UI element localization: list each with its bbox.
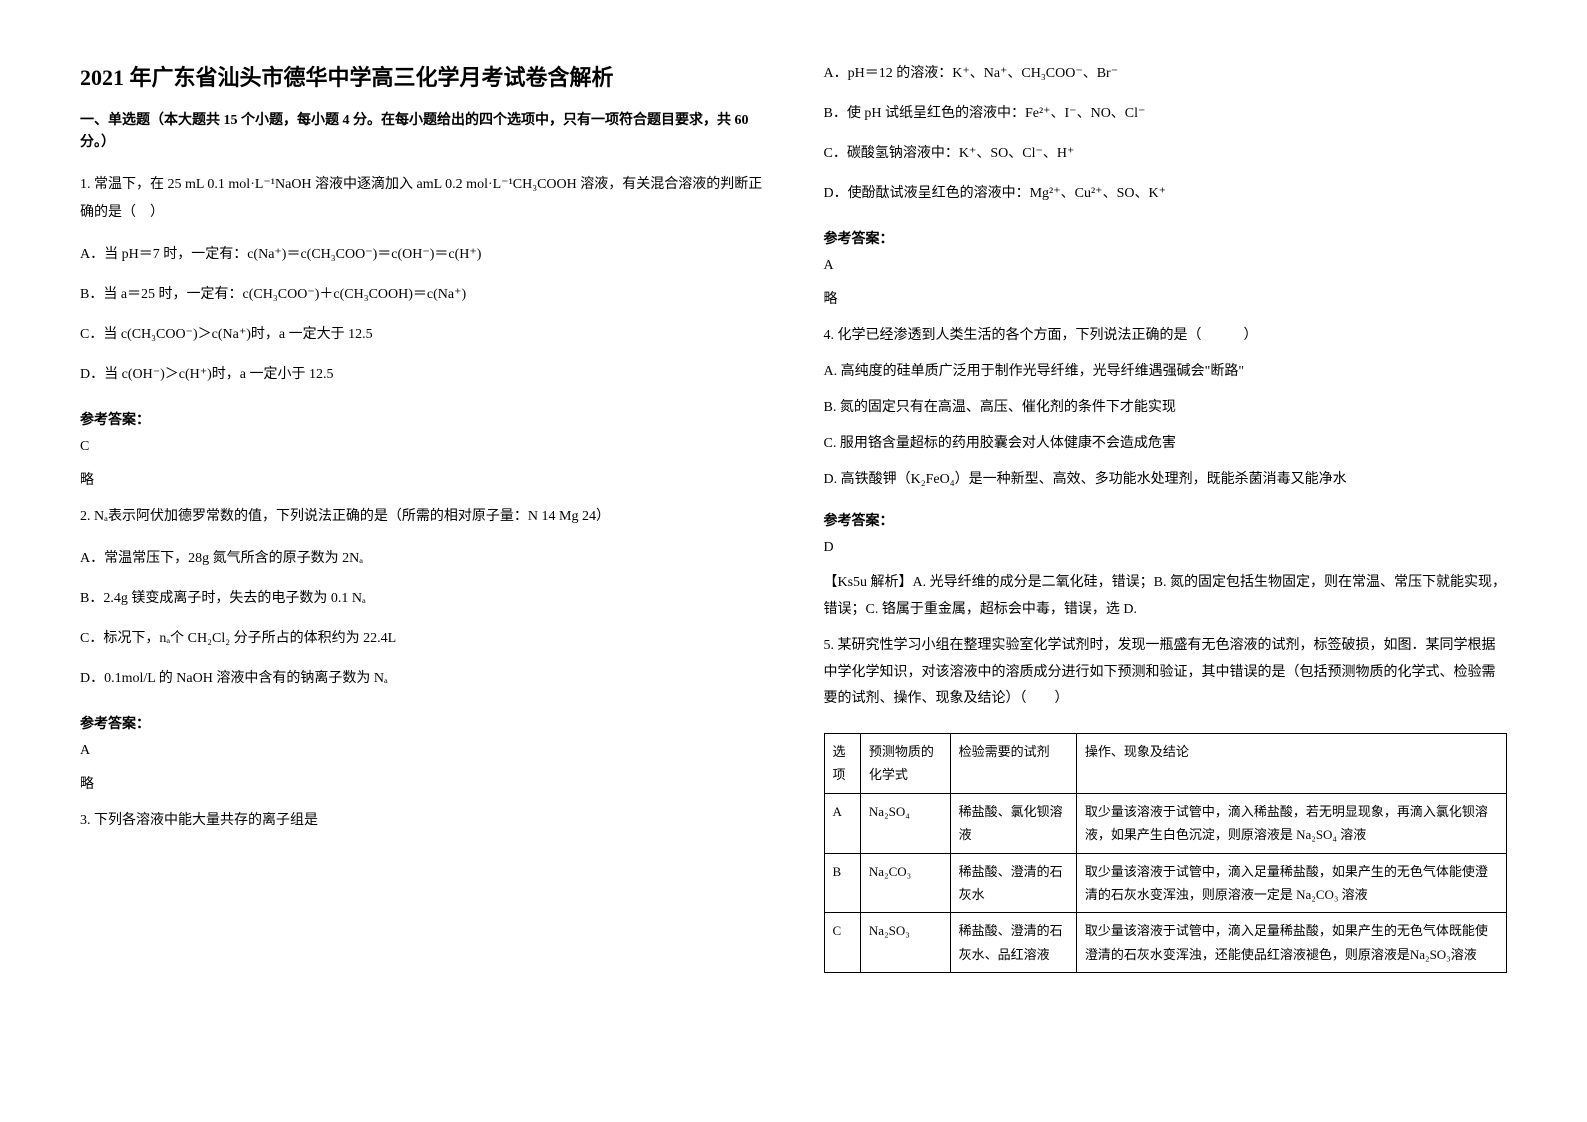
q2-answer: A	[80, 743, 764, 759]
table-header-opt: 选项	[824, 733, 860, 793]
table-cell-procedure: 取少量该溶液于试管中，滴入稀盐酸，若无明显现象，再滴入氯化钡溶液，如果产生白色沉…	[1076, 793, 1506, 853]
q3-option-a: A．pH＝12 的溶液：K⁺、Na⁺、CH₃COO⁻、Br⁻	[824, 60, 1508, 88]
q3-answer-label: 参考答案：	[824, 228, 1508, 248]
q1-option-d: D．当 c(OH⁻)＞c(H⁺)时，a 一定小于 12.5	[80, 361, 764, 389]
q2-option-d: D．0.1mol/L 的 NaOH 溶液中含有的钠离子数为 Nₐ	[80, 665, 764, 693]
table-cell-formula: Na₂SO₄	[860, 793, 950, 853]
q2-text: 2. Nₐ表示阿伏加德罗常数的值，下列说法正确的是（所需的相对原子量：N 14 …	[80, 503, 764, 531]
table-cell-reagent: 稀盐酸、澄清的石灰水	[950, 853, 1076, 913]
q1-option-a: A．当 pH＝7 时，一定有：c(Na⁺)＝c(CH₃COO⁻)＝c(OH⁻)＝…	[80, 241, 764, 269]
q4-explanation: 【Ks5u 解析】A. 光导纤维的成分是二氧化硅，错误；B. 氮的固定包括生物固…	[824, 570, 1508, 623]
q4-option-a: A. 高纯度的硅单质广泛用于制作光导纤维，光导纤维遇强碱会"断路"	[824, 358, 1508, 386]
table-cell-opt: B	[824, 853, 860, 913]
q1-answer: C	[80, 439, 764, 455]
q4-answer: D	[824, 540, 1508, 556]
table-cell-reagent: 稀盐酸、澄清的石灰水、品红溶液	[950, 913, 1076, 973]
q3-option-c: C．碳酸氢钠溶液中：K⁺、SO、Cl⁻、H⁺	[824, 140, 1508, 168]
q2-answer-label: 参考答案：	[80, 713, 764, 733]
q3-option-b: B．使 pH 试纸呈红色的溶液中：Fe²⁺、I⁻、NO、Cl⁻	[824, 100, 1508, 128]
q2-option-a: A．常温常压下，28g 氮气所含的原子数为 2Nₐ	[80, 545, 764, 573]
q2-note: 略	[80, 773, 764, 793]
q3-text: 3. 下列各溶液中能大量共存的离子组是	[80, 807, 764, 835]
q3-answer: A	[824, 258, 1508, 274]
table-cell-formula: Na₂CO₃	[860, 853, 950, 913]
q1-text: 1. 常温下，在 25 mL 0.1 mol·L⁻¹NaOH 溶液中逐滴加入 a…	[80, 171, 764, 227]
q4-option-b: B. 氮的固定只有在高温、高压、催化剂的条件下才能实现	[824, 394, 1508, 422]
table-header-reagent: 检验需要的试剂	[950, 733, 1076, 793]
section-header: 一、单选题（本大题共 15 个小题，每小题 4 分。在每小题给出的四个选项中，只…	[80, 110, 764, 155]
table-header-row: 选项 预测物质的化学式 检验需要的试剂 操作、现象及结论	[824, 733, 1507, 793]
table-header-formula: 预测物质的化学式	[860, 733, 950, 793]
left-column: 2021 年广东省汕头市德华中学高三化学月考试卷含解析 一、单选题（本大题共 1…	[80, 60, 764, 1062]
q4-option-c: C. 服用铬含量超标的药用胶囊会对人体健康不会造成危害	[824, 430, 1508, 458]
q3-note: 略	[824, 288, 1508, 308]
q5-text: 5. 某研究性学习小组在整理实验室化学试剂时，发现一瓶盛有无色溶液的试剂，标签破…	[824, 633, 1508, 713]
table-cell-procedure: 取少量该溶液于试管中，滴入足量稀盐酸，如果产生的无色气体能使澄清的石灰水变浑浊，…	[1076, 853, 1506, 913]
table-cell-opt: C	[824, 913, 860, 973]
table-cell-procedure: 取少量该溶液于试管中，滴入足量稀盐酸，如果产生的无色气体既能使澄清的石灰水变浑浊…	[1076, 913, 1506, 973]
table-row: A Na₂SO₄ 稀盐酸、氯化钡溶液 取少量该溶液于试管中，滴入稀盐酸，若无明显…	[824, 793, 1507, 853]
q1-option-c: C．当 c(CH₃COO⁻)＞c(Na⁺)时，a 一定大于 12.5	[80, 321, 764, 349]
table-cell-formula: Na₂SO₃	[860, 913, 950, 973]
q1-note: 略	[80, 469, 764, 489]
q2-option-c: C．标况下，nₐ个 CH₂Cl₂ 分子所占的体积约为 22.4L	[80, 625, 764, 653]
table-header-procedure: 操作、现象及结论	[1076, 733, 1506, 793]
table-row: B Na₂CO₃ 稀盐酸、澄清的石灰水 取少量该溶液于试管中，滴入足量稀盐酸，如…	[824, 853, 1507, 913]
table-cell-reagent: 稀盐酸、氯化钡溶液	[950, 793, 1076, 853]
table-cell-opt: A	[824, 793, 860, 853]
q1-option-b: B．当 a＝25 时，一定有：c(CH₃COO⁻)＋c(CH₃COOH)＝c(N…	[80, 281, 764, 309]
table-row: C Na₂SO₃ 稀盐酸、澄清的石灰水、品红溶液 取少量该溶液于试管中，滴入足量…	[824, 913, 1507, 973]
q2-option-b: B．2.4g 镁变成离子时，失去的电子数为 0.1 Nₐ	[80, 585, 764, 613]
q1-answer-label: 参考答案：	[80, 409, 764, 429]
right-column: A．pH＝12 的溶液：K⁺、Na⁺、CH₃COO⁻、Br⁻ B．使 pH 试纸…	[824, 60, 1508, 1062]
page-title: 2021 年广东省汕头市德华中学高三化学月考试卷含解析	[80, 60, 764, 92]
q3-option-d: D．使酚酞试液呈红色的溶液中：Mg²⁺、Cu²⁺、SO、K⁺	[824, 180, 1508, 208]
q4-text: 4. 化学已经渗透到人类生活的各个方面，下列说法正确的是（ ）	[824, 322, 1508, 350]
q5-table: 选项 预测物质的化学式 检验需要的试剂 操作、现象及结论 A Na₂SO₄ 稀盐…	[824, 733, 1508, 973]
q4-answer-label: 参考答案：	[824, 510, 1508, 530]
q4-option-d: D. 高铁酸钾（K₂FeO₄）是一种新型、高效、多功能水处理剂，既能杀菌消毒又能…	[824, 466, 1508, 494]
